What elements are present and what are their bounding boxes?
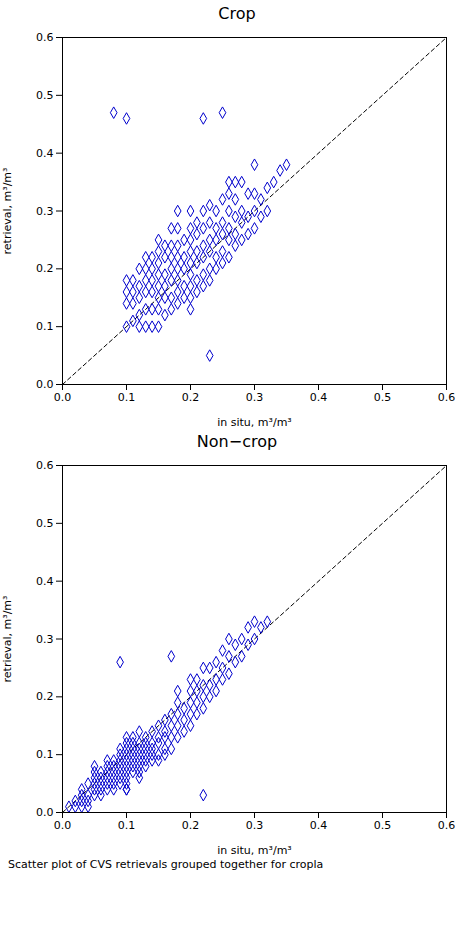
svg-text:0.6: 0.6 xyxy=(36,459,54,472)
html-text:Scatter plot of CVS retrievals: Scatter plot of CVS retrievals grouped t… xyxy=(8,858,324,871)
svg-text:0.2: 0.2 xyxy=(36,262,54,275)
svg-text:0.0: 0.0 xyxy=(36,806,54,819)
svg-text:0.5: 0.5 xyxy=(36,517,54,530)
svg-text:0.3: 0.3 xyxy=(246,819,264,832)
svg-text:in situ, m³/m³: in situ, m³/m³ xyxy=(217,416,292,429)
svg-text:0.4: 0.4 xyxy=(310,819,328,832)
svg-text:0.5: 0.5 xyxy=(374,819,392,832)
svg-text:0.1: 0.1 xyxy=(118,391,136,404)
svg-text:0.0: 0.0 xyxy=(54,391,72,404)
svg-text:0.1: 0.1 xyxy=(118,819,136,832)
svg-text:0.0: 0.0 xyxy=(54,819,72,832)
svg-text:0.4: 0.4 xyxy=(310,391,328,404)
svg-text:0.5: 0.5 xyxy=(36,89,54,102)
svg-text:0.2: 0.2 xyxy=(182,391,200,404)
svg-text:0.5: 0.5 xyxy=(374,391,392,404)
svg-text:0.4: 0.4 xyxy=(36,575,54,588)
svg-text:0.3: 0.3 xyxy=(36,633,54,646)
svg-text:0.1: 0.1 xyxy=(36,320,54,333)
svg-text:0.6: 0.6 xyxy=(438,391,456,404)
html-text:Non−crop: Non−crop xyxy=(196,432,278,451)
html-text:Crop: Crop xyxy=(218,4,256,23)
svg-text:in situ, m³/m³: in situ, m³/m³ xyxy=(217,844,292,857)
svg-text:0.3: 0.3 xyxy=(36,205,54,218)
svg-text:retrieval, m³/m³: retrieval, m³/m³ xyxy=(1,168,14,255)
svg-text:retrieval, m³/m³: retrieval, m³/m³ xyxy=(1,596,14,683)
svg-text:0.4: 0.4 xyxy=(36,147,54,160)
svg-text:0.6: 0.6 xyxy=(438,819,456,832)
svg-text:0.0: 0.0 xyxy=(36,378,54,391)
svg-text:0.3: 0.3 xyxy=(246,391,264,404)
svg-text:0.2: 0.2 xyxy=(182,819,200,832)
svg-text:0.2: 0.2 xyxy=(36,690,54,703)
svg-text:0.1: 0.1 xyxy=(36,748,54,761)
svg-text:0.6: 0.6 xyxy=(36,31,54,44)
